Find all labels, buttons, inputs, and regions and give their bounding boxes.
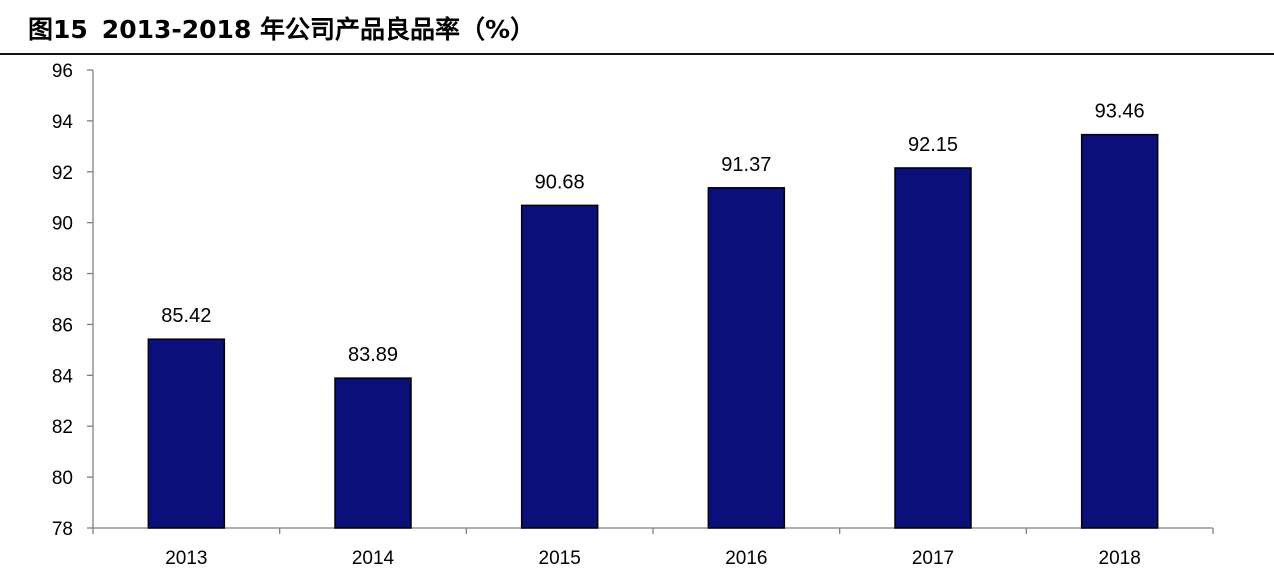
bar-2017: [894, 167, 972, 529]
bar-2013: [147, 338, 226, 529]
data-label-2016: 91.37: [721, 154, 771, 176]
data-label-2017: 92.15: [908, 134, 958, 156]
chart-title-bar: 图15 2013-2018 年公司产品良品率（%）: [28, 10, 535, 46]
x-tick-label: 2014: [352, 548, 395, 569]
y-tick-label: 92: [52, 163, 73, 184]
x-tick-label: 2013: [165, 548, 207, 569]
title-divider: [0, 53, 1274, 55]
data-label-2015: 90.68: [535, 171, 585, 193]
y-tick-label: 96: [52, 61, 73, 82]
y-tick-label: 86: [52, 315, 73, 336]
bar-2018: [1080, 133, 1159, 529]
bar-2015: [520, 204, 599, 529]
bar-2014: [334, 377, 412, 529]
y-tick-label: 84: [52, 366, 74, 387]
y-tick-label: 94: [52, 112, 74, 133]
y-tick-label: 82: [52, 417, 73, 438]
x-tick-label: 2017: [912, 548, 954, 569]
x-tick-label: 2015: [539, 548, 581, 569]
chart-title: 2013-2018 年公司产品良品率（%）: [101, 15, 536, 44]
bar-2016: [707, 187, 786, 529]
x-tick-label: 2016: [725, 548, 767, 569]
y-tick-label: 78: [52, 519, 73, 540]
figure-label: 图15: [28, 15, 88, 44]
y-tick-label: 80: [52, 468, 73, 489]
y-tick-label: 88: [52, 265, 73, 286]
data-label-2013: 85.42: [161, 305, 211, 327]
y-tick-label: 90: [52, 214, 73, 235]
data-label-2014: 83.89: [348, 344, 398, 366]
data-label-2018: 93.46: [1095, 101, 1145, 123]
x-tick-label: 2018: [1099, 548, 1141, 569]
